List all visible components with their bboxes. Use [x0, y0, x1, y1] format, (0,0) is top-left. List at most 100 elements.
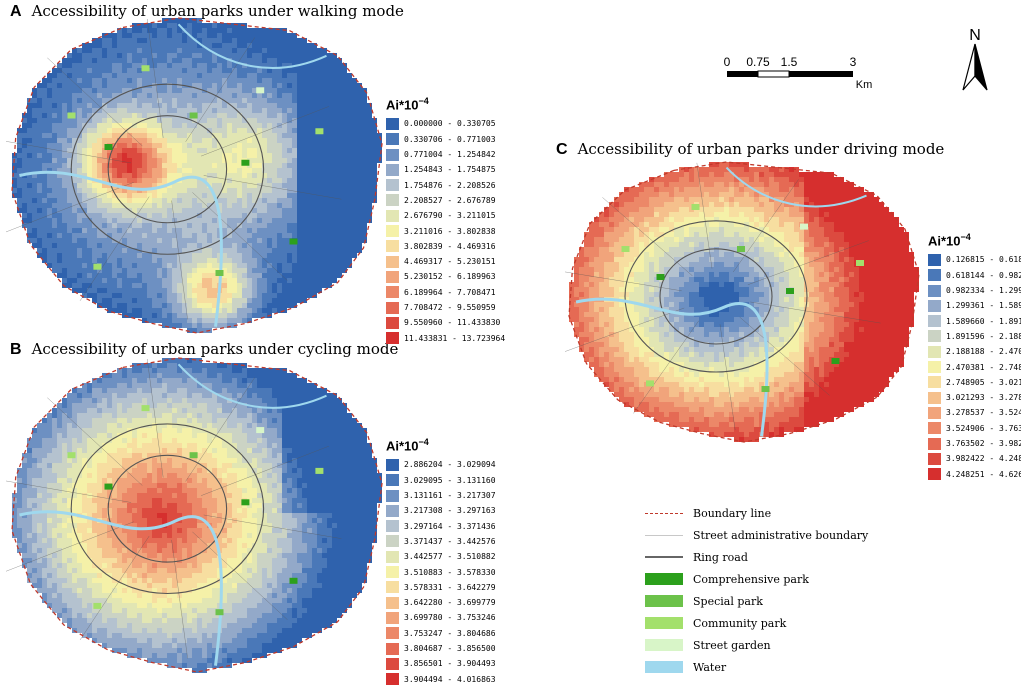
- driving-legend-swatch: [928, 376, 941, 389]
- cycling-legend-label: 3.753247 - 3.804686: [404, 628, 496, 638]
- walking-legend-label: 2.208527 - 2.676789: [404, 195, 496, 205]
- walking-legend-label: 9.550960 - 11.433830: [404, 318, 501, 328]
- cycling-legend-swatch: [386, 642, 399, 655]
- driving-legend-swatch: [928, 253, 941, 266]
- cycling-legend-label: 3.217308 - 3.297163: [404, 506, 496, 516]
- cycling-legend-row: 3.217308 - 3.297163: [386, 503, 496, 518]
- cycling-legend-label: 3.131161 - 3.217307: [404, 491, 496, 501]
- walking-legend-swatch: [386, 270, 399, 283]
- walking-legend-swatch: [386, 286, 399, 299]
- driving-legend-row: 3.763502 - 3.982421: [928, 436, 1021, 451]
- cycling-legend-label: 3.699780 - 3.753246: [404, 613, 496, 623]
- panel-b-title-text: Accessibility of urban parks under cycli…: [31, 340, 399, 358]
- walking-legend-label: 6.189964 - 7.708471: [404, 287, 496, 297]
- legend-walking: Ai*10−4 0.000000 - 0.330705 0.330706 - 0.…: [386, 96, 505, 346]
- walking-park: [315, 128, 324, 135]
- walking-park: [141, 65, 150, 72]
- cycling-legend-row: 3.371437 - 3.442576: [386, 534, 496, 549]
- key-label: Special park: [693, 594, 763, 608]
- cycling-park: [67, 452, 76, 459]
- legend-walking-header-base: Ai*10: [386, 97, 419, 113]
- driving-boundary-line: [568, 161, 920, 443]
- driving-legend-label: 4.248251 - 4.626317: [946, 469, 1021, 479]
- walking-legend-row: 0.771004 - 1.254842: [386, 147, 505, 162]
- panel-b-letter: B: [10, 341, 22, 358]
- panel-a-title-text: Accessibility of urban parks under walki…: [31, 2, 404, 20]
- cycling-legend-row: 3.642280 - 3.699779: [386, 595, 496, 610]
- walking-legend-swatch: [386, 163, 399, 176]
- key-label: Boundary line: [693, 506, 772, 520]
- panel-c-title: C Accessibility of urban parks under driv…: [556, 140, 944, 159]
- walking-legend-label: 0.000000 - 0.330705: [404, 119, 496, 129]
- key-label: Water: [693, 660, 727, 674]
- panel-c-title-text: Accessibility of urban parks under drivi…: [577, 140, 945, 158]
- walking-legend-label: 1.754876 - 2.208526: [404, 180, 496, 190]
- panel-b-title: B Accessibility of urban parks under cycl…: [10, 340, 398, 359]
- key-item: Water: [645, 656, 868, 678]
- cycling-park: [141, 405, 150, 412]
- key-label: Comprehensive park: [693, 572, 809, 586]
- driving-legend-label: 3.278537 - 3.524905: [946, 408, 1021, 418]
- walking-legend-row: 7.708472 - 9.550959: [386, 300, 505, 315]
- driving-legend-label: 1.299361 - 1.589659: [946, 301, 1021, 311]
- legend-cycling-header-exp: −4: [418, 437, 429, 447]
- cycling-legend-label: 3.442577 - 3.510882: [404, 552, 496, 562]
- walking-legend-row: 2.676790 - 3.211015: [386, 208, 505, 223]
- driving-legend-swatch: [928, 452, 941, 465]
- walking-ring-road: [70, 83, 265, 255]
- cycling-boundary-line: [11, 357, 383, 673]
- scale-bar: 0 0.75 1.5 3 Km: [724, 55, 872, 91]
- driving-legend-row: 0.982334 - 1.299360: [928, 283, 1021, 298]
- map-driving: [565, 161, 920, 443]
- driving-legend-swatch: [928, 315, 941, 328]
- cycling-river: [19, 510, 223, 666]
- cycling-legend-swatch: [386, 596, 399, 609]
- walking-legend-row: 4.469317 - 5.230151: [386, 254, 505, 269]
- driving-legend-swatch: [928, 422, 941, 435]
- driving-legend-swatch: [928, 284, 941, 297]
- key-label: Street garden: [693, 638, 771, 652]
- legend-driving: Ai*10−4 0.126815 - 0.618143 0.618144 - 0.…: [928, 232, 1021, 482]
- key-item: Special park: [645, 590, 868, 612]
- walking-river-north: [177, 23, 327, 69]
- cycling-legend-swatch: [386, 581, 399, 594]
- panel-c-letter: C: [556, 141, 568, 158]
- driving-park: [737, 246, 745, 252]
- scale-tick-1: 0.75: [746, 55, 770, 69]
- driving-legend-row: 1.891596 - 2.188187: [928, 329, 1021, 344]
- driving-park: [800, 223, 808, 230]
- driving-park: [831, 358, 840, 364]
- walking-legend-row: 5.230152 - 6.189963: [386, 269, 505, 284]
- walking-legend-label: 5.230152 - 6.189963: [404, 272, 496, 282]
- cycling-legend-swatch: [386, 535, 399, 548]
- driving-park: [656, 274, 665, 280]
- walking-legend-label: 1.254843 - 1.754875: [404, 165, 496, 175]
- key-symbol: [645, 573, 683, 585]
- driving-park: [646, 380, 654, 387]
- driving-legend-label: 1.589660 - 1.891595: [946, 316, 1021, 326]
- key-label: Street administrative boundary: [693, 528, 869, 542]
- driving-park: [761, 386, 770, 392]
- north-arrow-left-half: [962, 43, 976, 91]
- walking-park: [67, 112, 76, 119]
- walking-legend-row: 3.802839 - 4.469316: [386, 239, 505, 254]
- cycling-legend-label: 3.904494 - 4.016863: [404, 674, 496, 684]
- walking-ring-road: [107, 115, 228, 224]
- legend-driving-header-base: Ai*10: [928, 233, 961, 249]
- driving-park: [621, 246, 630, 252]
- walking-legend-row: 0.000000 - 0.330705: [386, 116, 505, 131]
- cycling-legend-swatch: [386, 566, 399, 579]
- cycling-legend-row: 3.753247 - 3.804686: [386, 626, 496, 641]
- cycling-legend-label: 3.297164 - 3.371436: [404, 521, 496, 531]
- cycling-street-boundaries: [6, 358, 342, 659]
- walking-accessibility-raster: [12, 18, 382, 333]
- driving-legend-label: 0.618144 - 0.982333: [946, 270, 1021, 280]
- driving-legend-swatch: [928, 345, 941, 358]
- cycling-legend-row: 3.856501 - 3.904493: [386, 656, 496, 671]
- cycling-legend-row: 2.886204 - 3.029094: [386, 457, 496, 472]
- legend-walking-header-exp: −4: [418, 96, 429, 106]
- driving-legend-label: 2.188188 - 2.470380: [946, 347, 1021, 357]
- cycling-legend-swatch: [386, 550, 399, 563]
- legend-cycling-header-base: Ai*10: [386, 438, 419, 454]
- driving-legend-row: 3.982422 - 4.248250: [928, 451, 1021, 466]
